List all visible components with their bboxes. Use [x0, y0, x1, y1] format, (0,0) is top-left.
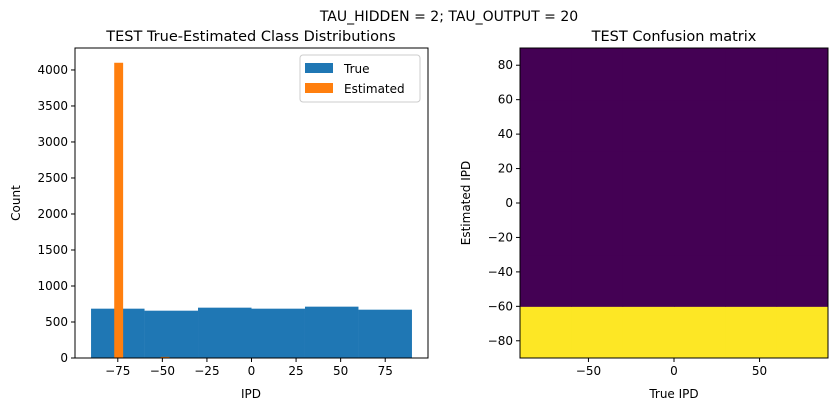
matrix-cell [725, 99, 778, 152]
y-tick-label: 2000 [37, 207, 68, 221]
y-tick-label: −80 [488, 334, 513, 348]
y-tick-label: 0 [505, 196, 513, 210]
x-tick-label: 50 [333, 364, 348, 378]
right-chart-title: TEST Confusion matrix [591, 29, 757, 45]
y-tick-label: 40 [498, 127, 513, 141]
y-tick-label: 2500 [37, 171, 68, 185]
bar-estimated [160, 356, 170, 358]
y-tick-label: −60 [488, 299, 513, 313]
matrix-cell [571, 306, 624, 359]
y-tick-label: 3500 [37, 99, 68, 113]
bar-true [358, 309, 412, 358]
matrix-cell [776, 151, 829, 204]
left-chart-title: TEST True-Estimated Class Distributions [105, 29, 395, 45]
y-tick-label: −40 [488, 265, 513, 279]
x-tick-label: 75 [378, 364, 393, 378]
matrix-cell [725, 254, 778, 307]
right-x-label: True IPD [648, 387, 698, 401]
y-tick-label: 500 [45, 315, 68, 329]
matrix-cell [674, 306, 726, 359]
matrix-cell [776, 99, 829, 152]
x-tick-label: 25 [288, 364, 303, 378]
left-y-label: Count [9, 185, 23, 221]
matrix-cell [571, 254, 624, 307]
figure-suptitle: TAU_HIDDEN = 2; TAU_OUTPUT = 20 [319, 9, 578, 25]
matrix-cell [571, 151, 624, 204]
matrix-cell [725, 151, 778, 204]
matrix-cell [571, 99, 624, 152]
matrix-cell [571, 203, 624, 256]
legend-label-estimated: Estimated [344, 82, 405, 96]
matrix-cell [520, 306, 572, 359]
x-tick-label: −50 [150, 364, 175, 378]
legend-swatch-estimated [305, 83, 333, 93]
matrix-cell [622, 203, 675, 256]
y-tick-label: 1500 [37, 243, 68, 257]
matrix-cell [674, 151, 726, 204]
y-tick-label: 80 [498, 58, 513, 72]
matrix-cell [776, 48, 829, 101]
matrix-cell [674, 99, 726, 152]
matrix-cell [776, 254, 829, 307]
x-tick-label: 50 [752, 364, 767, 378]
matrix-cell [520, 203, 572, 256]
matrix-cell [571, 48, 624, 101]
y-tick-label: 4000 [37, 63, 68, 77]
matrix-cell [622, 306, 675, 359]
y-tick-label: 60 [498, 93, 513, 107]
bar-true [144, 310, 199, 358]
legend-label-true: True [343, 62, 370, 76]
y-tick-label: 3000 [37, 135, 68, 149]
matrix-cell [520, 48, 572, 101]
bar-true [304, 306, 359, 358]
matrix-cell [622, 254, 675, 307]
x-tick-label: 0 [248, 364, 256, 378]
bar-true [251, 308, 305, 358]
right-axes-frame [519, 47, 829, 359]
x-tick-label: −50 [576, 364, 601, 378]
left-x-label: IPD [241, 387, 261, 401]
matrix-cell [520, 254, 572, 307]
matrix-cell [674, 203, 726, 256]
matrix-cell [776, 306, 829, 359]
bar-true [198, 307, 252, 358]
legend-swatch-true [305, 63, 333, 73]
confusion-matrix-chart: TEST Confusion matrix True IPD Estimated… [459, 29, 829, 401]
x-tick-label: 0 [670, 364, 678, 378]
y-tick-label: 0 [60, 351, 68, 365]
x-tick-label: −75 [105, 364, 130, 378]
y-tick-label: 20 [498, 162, 513, 176]
y-tick-label: −20 [488, 230, 513, 244]
matrix-cell [622, 151, 675, 204]
matrix-cell [725, 203, 778, 256]
matrix-cell [520, 99, 572, 152]
right-y-label: Estimated IPD [459, 161, 473, 245]
left-axes-frame [74, 47, 429, 359]
bar-estimated [114, 62, 124, 359]
y-tick-label: 1000 [37, 279, 68, 293]
x-tick-label: −25 [194, 364, 219, 378]
histogram-chart: TEST True-Estimated Class Distributions … [9, 29, 429, 401]
matrix-cell [725, 48, 778, 101]
matrix-cell [674, 254, 726, 307]
matrix-cell [725, 306, 778, 359]
matrix-cell [622, 48, 675, 101]
matrix-cell [674, 48, 726, 101]
matrix-cell [520, 151, 572, 204]
legend: True Estimated [299, 54, 421, 103]
matrix-cell [622, 99, 675, 152]
matrix-cell [776, 203, 829, 256]
